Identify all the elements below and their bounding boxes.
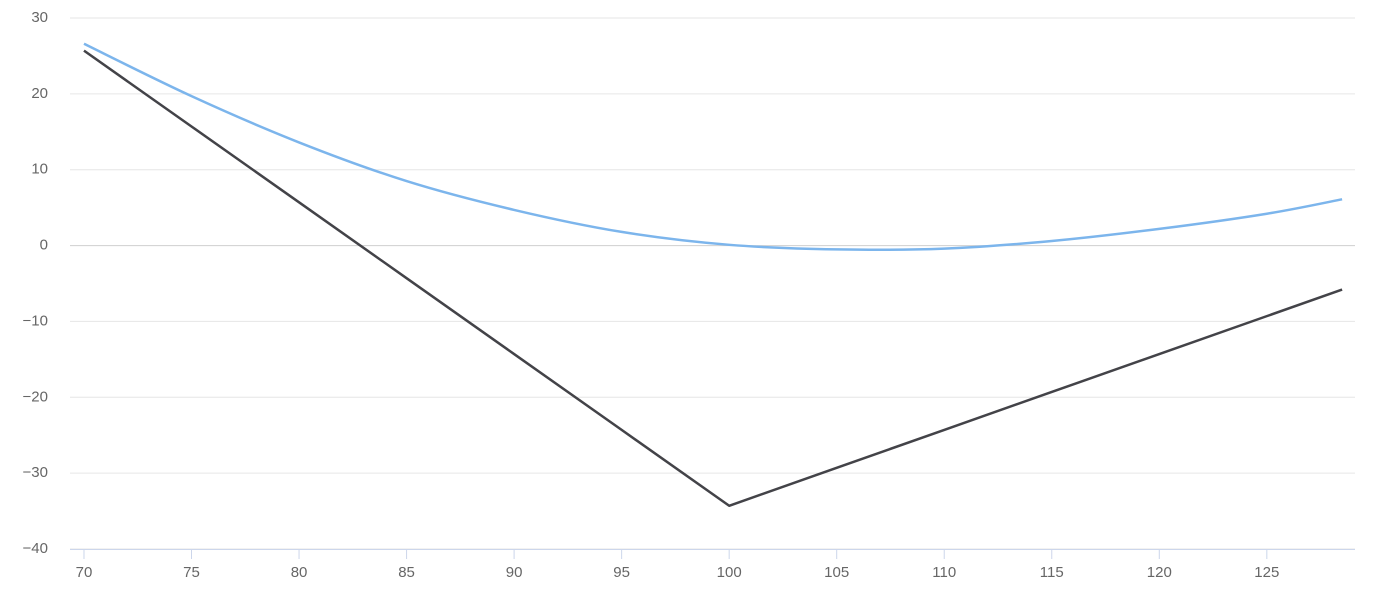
y-tick-label: 0 (40, 237, 48, 254)
x-tick-label: 70 (76, 564, 93, 581)
x-tick-label: 85 (398, 564, 415, 581)
y-tick-label: −30 (23, 464, 48, 481)
y-tick-label: 20 (31, 85, 48, 102)
series-line (83, 49, 1343, 508)
y-tick-label: −40 (23, 540, 48, 557)
x-tick-label: 80 (291, 564, 308, 581)
y-tick-label: 10 (31, 161, 48, 178)
x-tick-label: 115 (1040, 564, 1064, 581)
y-tick-label: 30 (31, 9, 48, 26)
x-tick-label: 90 (506, 564, 523, 581)
y-tick-label: −10 (23, 312, 48, 329)
x-tick-label: 120 (1147, 564, 1172, 581)
x-tick-label: 105 (824, 564, 849, 581)
x-tick-label: 125 (1254, 564, 1279, 581)
x-tick-label: 110 (932, 564, 956, 581)
series-line (83, 42, 1343, 252)
x-tick-label: 100 (717, 564, 742, 581)
x-tick-label: 95 (613, 564, 630, 581)
y-tick-label: −20 (23, 388, 48, 405)
x-tick-label: 75 (183, 564, 200, 581)
